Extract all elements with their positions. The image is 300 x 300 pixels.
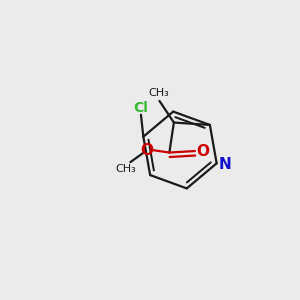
Text: CH₃: CH₃ xyxy=(148,88,169,98)
Text: O: O xyxy=(196,143,209,158)
Text: O: O xyxy=(140,142,153,158)
Text: Cl: Cl xyxy=(134,101,148,115)
Text: N: N xyxy=(219,157,231,172)
Text: CH₃: CH₃ xyxy=(116,164,136,174)
